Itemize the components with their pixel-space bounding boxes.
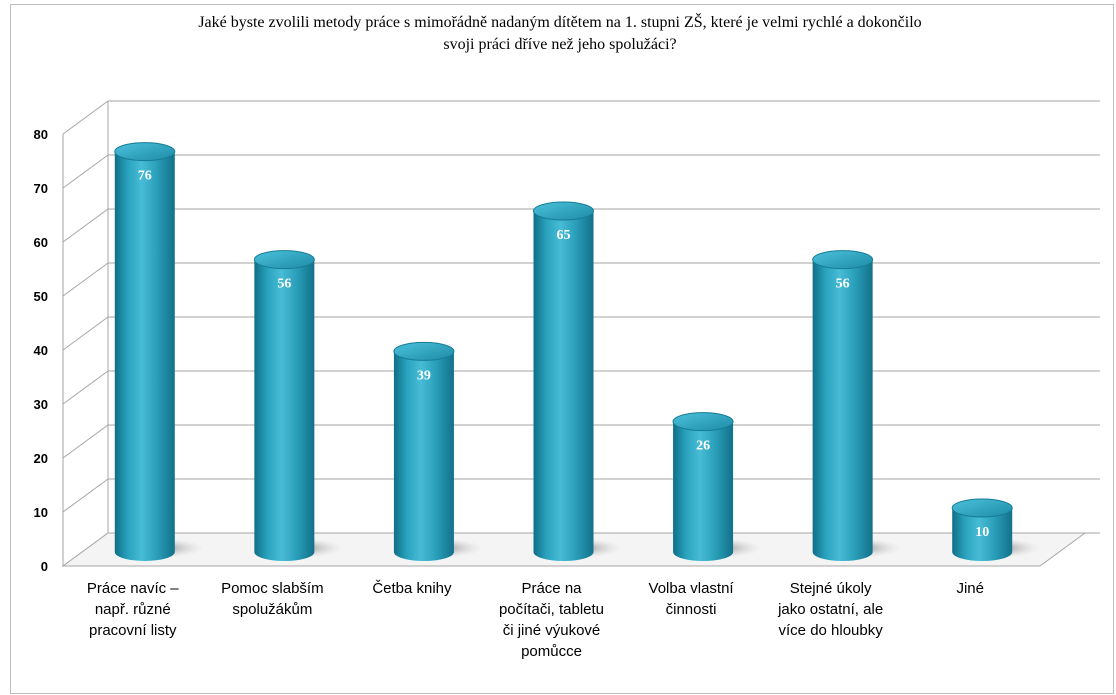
y-tick-label: 50 <box>34 289 48 304</box>
x-tick-label: Stejné úkoly jako ostatní, ale více do hlo… <box>756 578 906 641</box>
x-tick-label-line: Četba knihy <box>372 580 452 597</box>
chart-title: Jaké byste zvolili metody práce s mimořá… <box>80 12 1040 56</box>
bar <box>952 508 1013 561</box>
data-label: 65 <box>557 228 571 243</box>
data-label: 56 <box>277 277 291 292</box>
gridline-side <box>62 478 109 513</box>
x-tick-label: Jiné <box>895 578 1045 599</box>
x-tick-label-line: Pomoc slabším <box>221 580 324 597</box>
data-label: 10 <box>975 525 989 540</box>
gridline-side <box>62 262 109 297</box>
x-tick-label-line: Práce navíc – <box>86 580 179 597</box>
x-tick-label-line: Volba vlastní <box>648 580 734 597</box>
y-tick-label: 60 <box>34 235 48 250</box>
gridline-side <box>62 370 109 405</box>
gridline-side <box>62 154 109 189</box>
x-tick-label-line: počítači, tabletu <box>498 601 605 618</box>
y-tick-label: 10 <box>34 505 48 520</box>
gridline-side <box>62 316 109 351</box>
y-tick-label: 30 <box>34 397 48 412</box>
x-tick-label-line: více do hloubky <box>778 622 883 639</box>
x-tick-label-line: jako ostatní, ale <box>778 601 884 618</box>
bar-top <box>114 142 176 162</box>
y-tick-label: 70 <box>34 181 48 196</box>
x-tick-label-line: pomůcce <box>521 643 582 660</box>
data-label: 76 <box>138 169 152 184</box>
bar-top <box>533 201 594 221</box>
gridline-side <box>62 424 109 459</box>
x-tick-label: Práce na počítači, tabletu či jiné výukové… <box>477 578 627 662</box>
bar <box>812 259 873 561</box>
bar-top <box>672 412 734 432</box>
x-tick-label-line: např. různé <box>94 601 171 618</box>
bar-top <box>812 250 874 270</box>
data-label: 39 <box>417 368 431 383</box>
x-tick-label-line: či jiné výukové <box>502 622 601 639</box>
x-tick-label-line: Stejné úkoly <box>789 580 872 597</box>
y-tick-label: 80 <box>34 127 48 142</box>
y-tick-label: 0 <box>41 559 48 574</box>
x-tick-label-line: Práce na <box>521 580 582 597</box>
chart-title-line-1: Jaké byste zvolili metody práce s mimořá… <box>198 14 922 31</box>
gridline-side <box>62 208 109 243</box>
bar-top <box>393 341 455 361</box>
chart-title-line-2: svoji práci dříve než jeho spolužáci? <box>443 36 677 53</box>
bar-top <box>951 498 1013 518</box>
y-tick-label: 40 <box>34 343 48 358</box>
data-label: 26 <box>696 439 710 454</box>
x-tick-label: Četba knihy <box>337 578 487 599</box>
x-tick-label: Práce navíc – např. různé pracovní listy <box>58 578 208 641</box>
data-label: 56 <box>836 277 850 292</box>
bar <box>393 351 454 561</box>
bar-top <box>253 250 315 270</box>
y-tick-label: 20 <box>34 451 48 466</box>
bar <box>673 421 734 561</box>
bar <box>254 259 315 561</box>
x-tick-label-line: pracovní listy <box>89 622 177 639</box>
x-tick-label-line: Jiné <box>956 580 984 597</box>
x-tick-label-line: činnosti <box>665 601 717 618</box>
bar <box>533 211 594 561</box>
x-tick-label: Pomoc slabším spolužákům <box>197 578 347 620</box>
x-tick-label: Volba vlastní činnosti <box>616 578 766 620</box>
bar <box>114 151 175 561</box>
x-tick-label-line: spolužákům <box>232 601 313 618</box>
gridline-side <box>62 100 109 135</box>
